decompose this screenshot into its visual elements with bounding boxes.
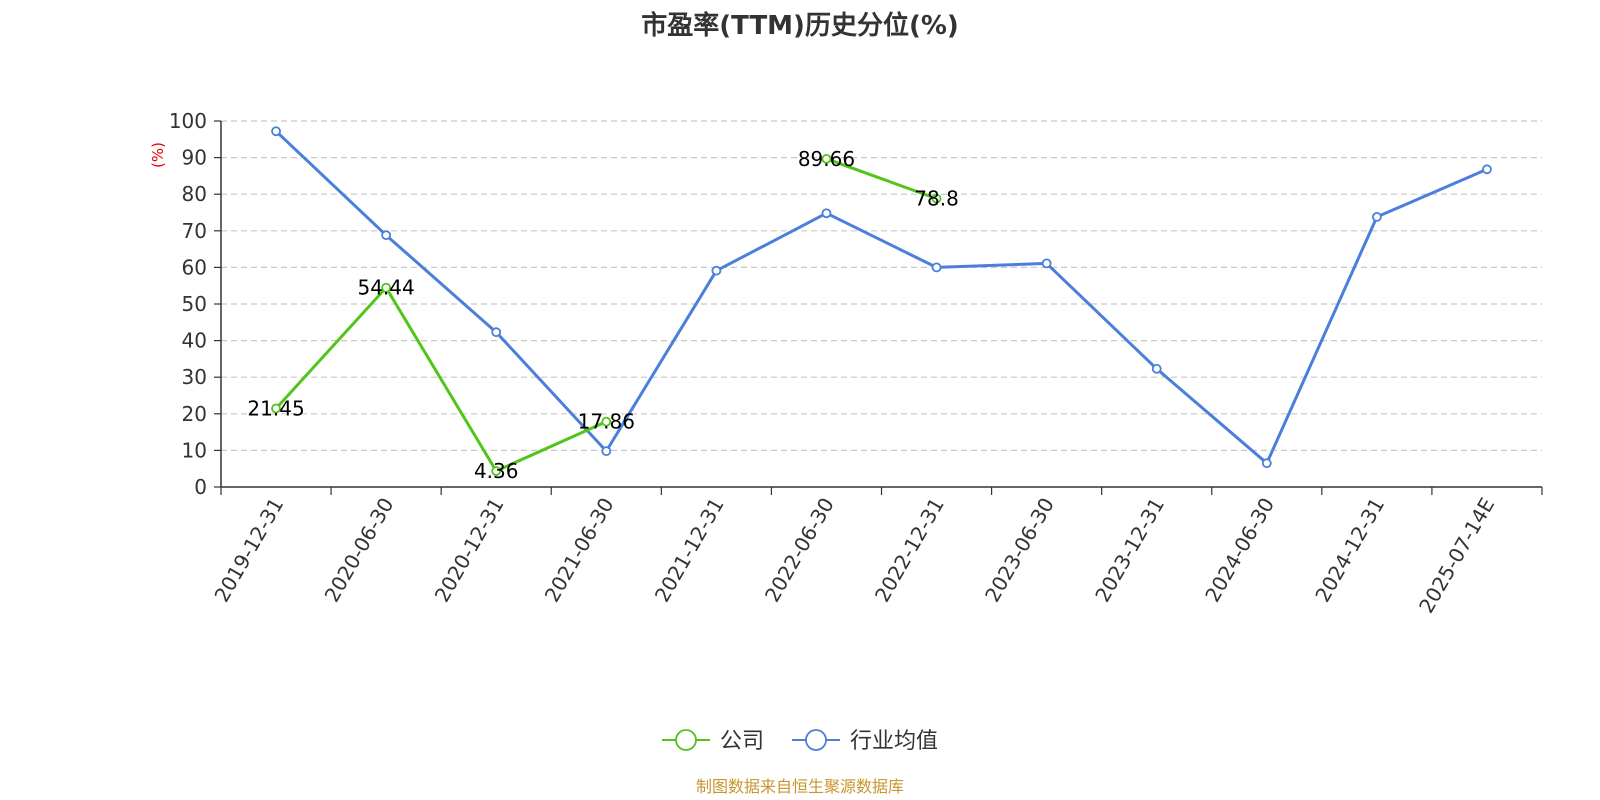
legend-marker-icon [675,729,697,751]
legend-item-company[interactable]: 公司 [662,729,764,754]
labels-layer: 21.45 54.44 4.36 17.86 89.66 78.8 [247,147,958,483]
legend-label: 行业均值 [850,729,938,754]
data-point-company[interactable] [491,466,502,476]
y-tick-label: 30 [182,365,207,389]
y-tick-label: 90 [182,146,207,170]
grid [221,120,1542,451]
x-tick-label: 2024-12-31 [1310,494,1389,607]
data-point-industry-average[interactable] [491,327,502,338]
x-tick-label: 2021-06-30 [540,494,619,607]
y-axis-unit: (%) [149,142,167,168]
data-point-industry-average[interactable] [601,446,612,457]
x-tick-label: 2019-12-31 [209,494,288,607]
legend: 公司 行业均值 [662,729,938,754]
data-label-company: 78.8 [914,187,959,211]
data-label-company: 89.66 [798,147,855,171]
y-tick-label: 80 [182,182,207,206]
data-point-industry-average[interactable] [931,262,942,273]
legend-marker-icon [805,729,827,751]
y-tick-label: 10 [182,438,207,462]
x-tick-label: 2022-06-30 [760,494,839,607]
data-label-company: 4.36 [474,459,519,483]
y-tick-label: 100 [169,109,207,133]
x-tick-label: 2023-06-30 [980,494,1059,607]
legend-item-industry-average[interactable]: 行业均值 [792,729,938,754]
data-point-industry-average[interactable] [711,265,722,276]
y-tick-label: 20 [182,402,207,426]
y-tick-label: 70 [182,219,207,243]
data-label-company: 54.44 [357,276,414,300]
x-tick-label: 2021-12-31 [650,494,729,607]
data-point-company[interactable] [601,416,612,427]
x-tick-label: 2020-12-31 [430,494,509,607]
series-layer [271,126,1492,476]
data-point-industry-average[interactable] [1151,363,1162,374]
y-tick-label: 0 [194,475,207,499]
data-point-industry-average[interactable] [381,230,392,241]
x-tick-label: 2020-06-30 [320,494,399,607]
data-point-company[interactable] [821,153,832,164]
data-point-industry-average[interactable] [1261,458,1272,469]
data-label-company: 17.86 [578,410,635,434]
x-tick-label: 2024-06-30 [1200,494,1279,607]
data-point-industry-average[interactable] [1041,258,1052,269]
y-tick-label: 40 [182,329,207,353]
data-point-industry-average[interactable] [1482,164,1492,175]
legend-label: 公司 [720,729,764,754]
data-point-industry-average[interactable] [1371,211,1382,222]
x-tick-label: 2022-12-31 [870,494,949,607]
data-point-company[interactable] [931,193,942,204]
y-tick-label: 60 [182,255,207,279]
data-point-industry-average[interactable] [821,208,832,219]
data-label-company: 21.45 [247,396,304,420]
source-note: 制图数据来自恒生聚源数据库 [696,777,904,796]
data-point-company[interactable] [381,282,392,293]
axes: 0 10 20 30 40 50 60 70 80 90 100 2019-12-31 2020-06-… [169,109,1543,618]
x-tick-label: 2023-12-31 [1090,494,1169,607]
chart-title: 市盈率(TTM)历史分位(%) [641,10,959,41]
data-point-industry-average[interactable] [271,126,281,137]
y-tick-label: 50 [182,292,207,316]
x-tick-label: 2025-07-14E [1414,494,1499,618]
series-line-industry-average [274,130,1488,465]
data-point-company[interactable] [271,403,281,414]
series-line-company [274,157,938,473]
